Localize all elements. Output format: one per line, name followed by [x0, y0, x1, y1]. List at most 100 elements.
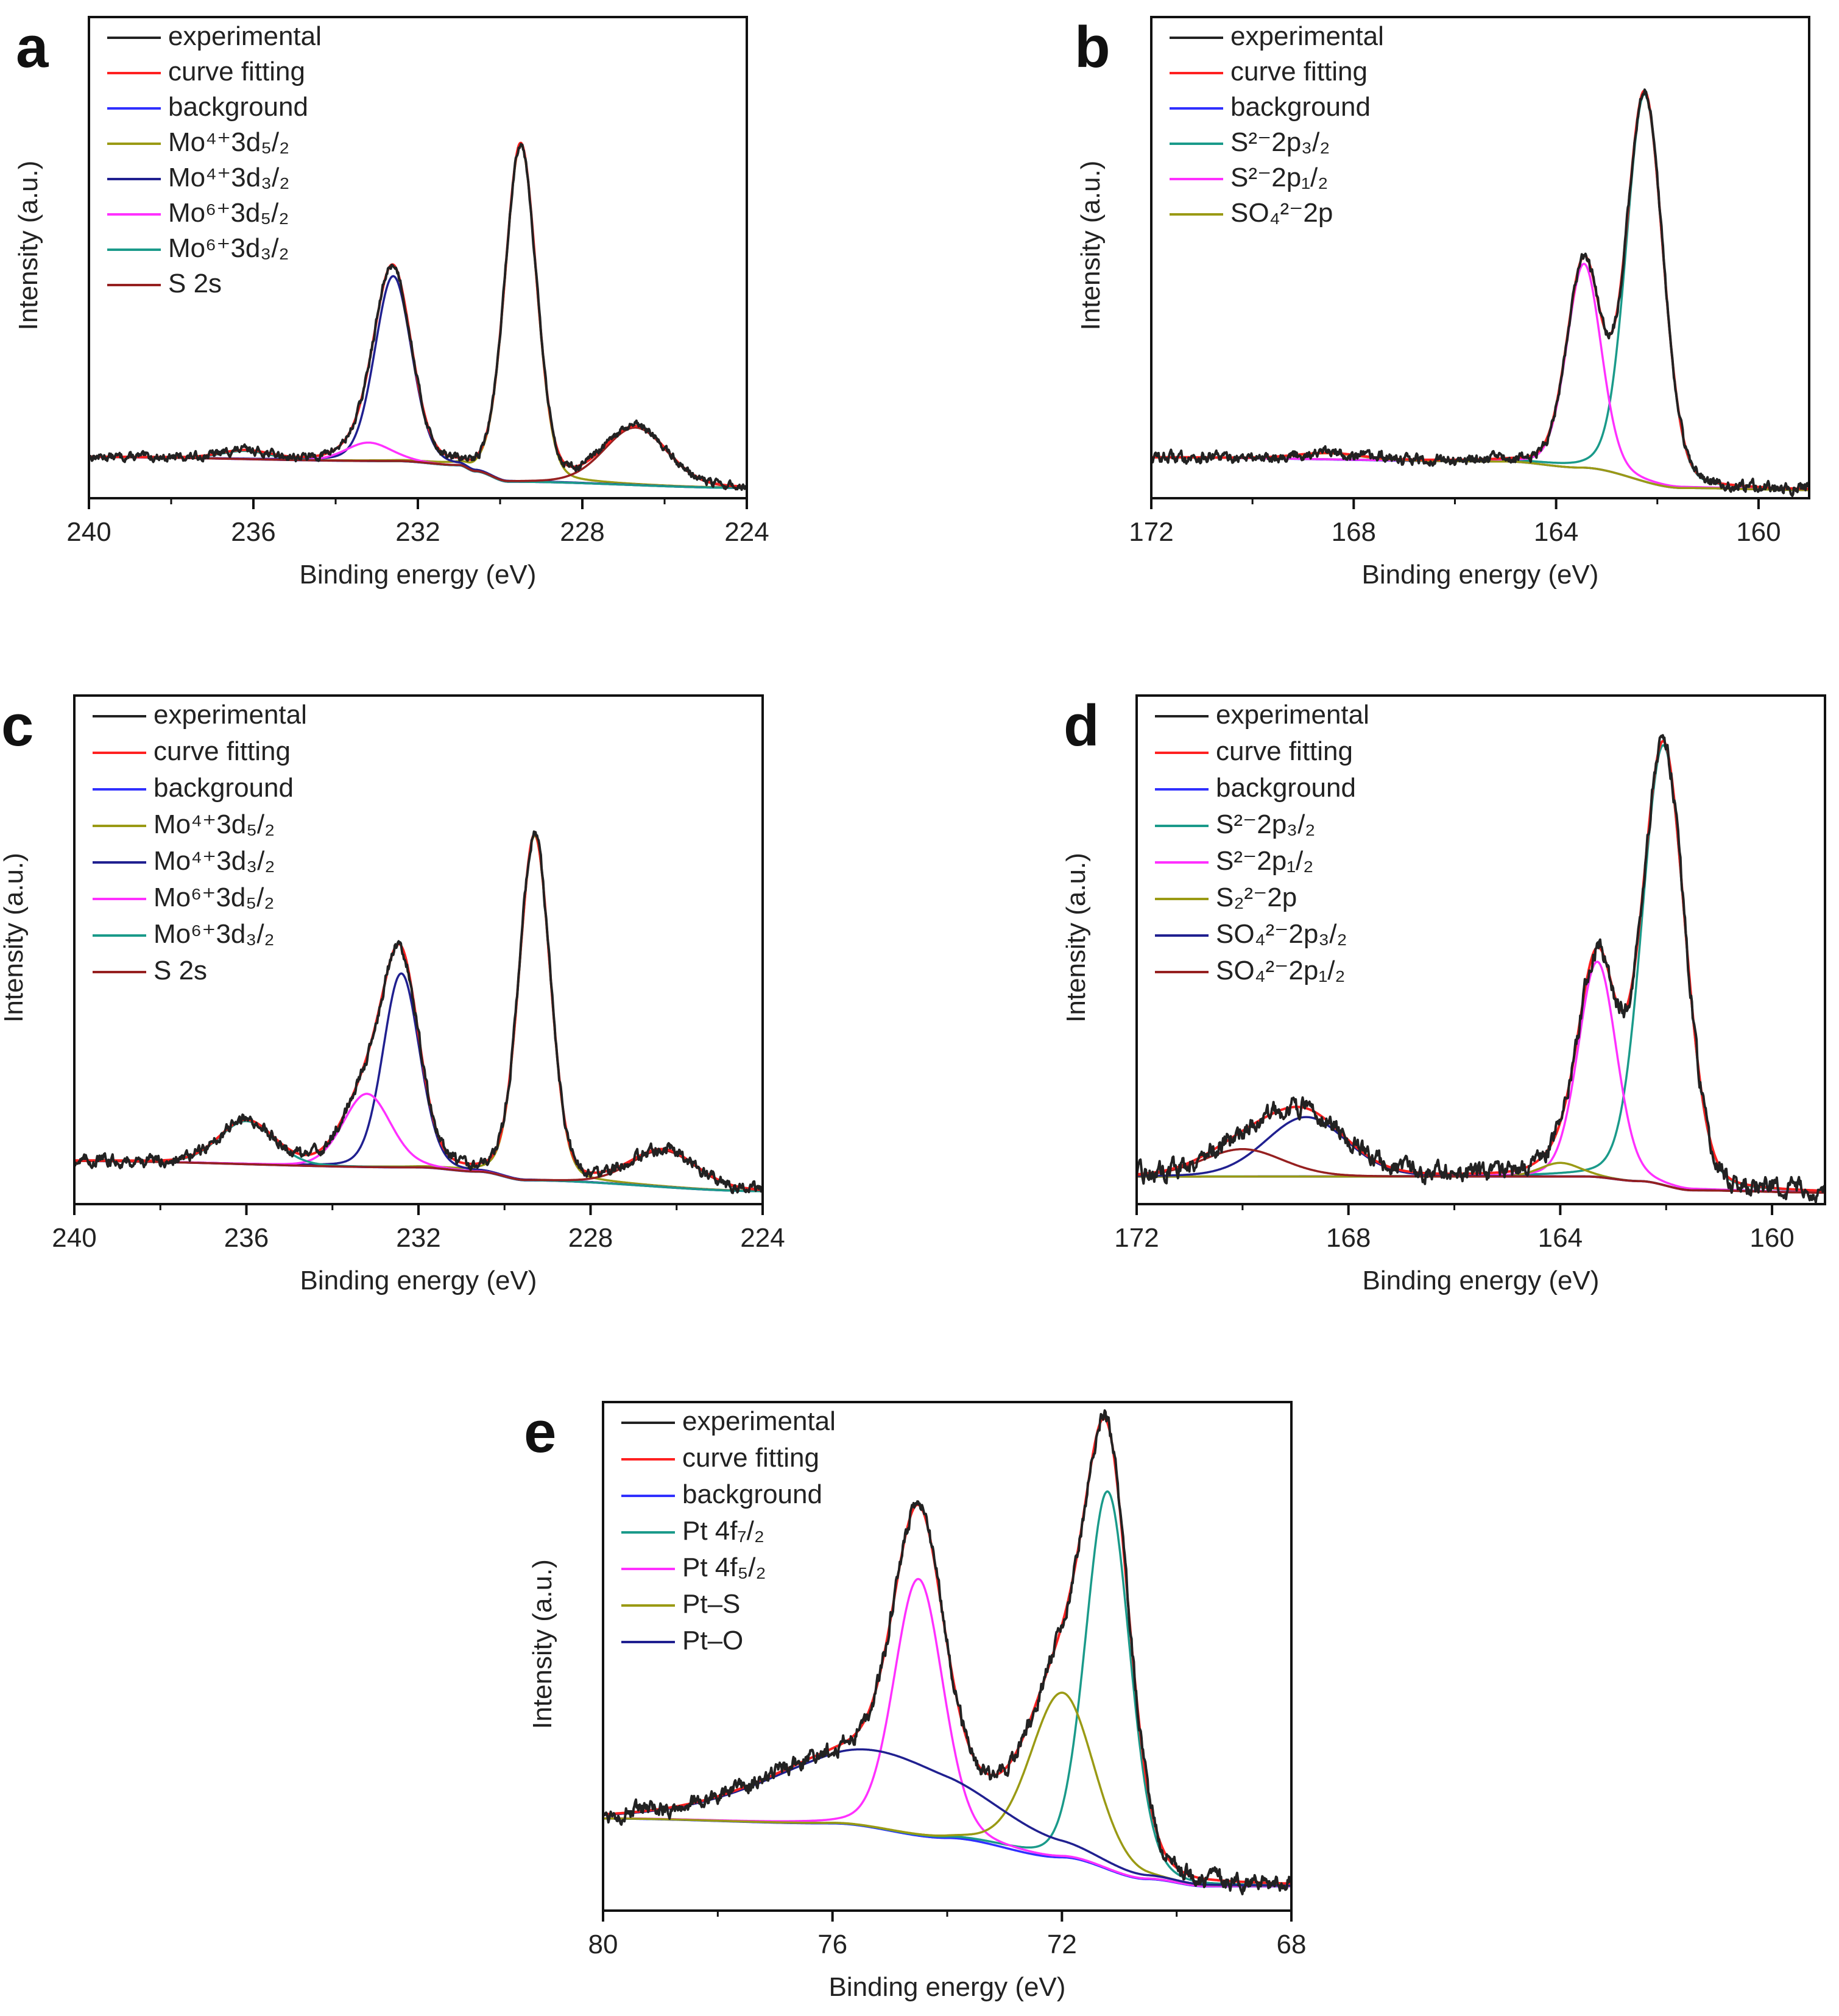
x-tick-label: 228	[560, 517, 604, 547]
legend-entry: Mo⁶⁺3d₅/₂	[154, 883, 274, 912]
y-axis-label: Intensity (a.u.)	[0, 853, 29, 1023]
legend-entry: experimental	[168, 21, 322, 51]
legend-entry: S₂²⁻2p	[1216, 883, 1297, 912]
legend-entry: S²⁻2p₁/₂	[1216, 846, 1313, 876]
x-tick-label: 76	[817, 1930, 847, 1959]
legend-entry: SO₄²⁻2p	[1230, 198, 1333, 228]
x-axis-label: Binding energy (eV)	[300, 1266, 537, 1295]
legend-entry: Mo⁶⁺3d₃/₂	[168, 233, 289, 263]
x-tick-label: 168	[1326, 1223, 1371, 1253]
legend-entry: curve fitting	[168, 57, 305, 86]
legend-entry: background	[1230, 92, 1371, 122]
series-line-so-2p	[1138, 1147, 1824, 1194]
series-line-pt-s	[604, 1691, 1290, 1887]
series-line-pt-4f	[604, 1490, 1290, 1887]
series-line-experimental	[1152, 88, 1808, 497]
x-tick-label: 232	[396, 1223, 440, 1253]
x-tick-label: 160	[1749, 1223, 1794, 1253]
legend-entry: Mo⁴⁺3d₃/₂	[154, 846, 275, 876]
legend-entry: Mo⁴⁺3d₅/₂	[154, 809, 275, 839]
x-tick-label: 240	[52, 1223, 96, 1253]
curves	[604, 1409, 1290, 1895]
x-tick-label: 160	[1736, 517, 1781, 547]
x-axis-label: Binding energy (eV)	[1362, 560, 1599, 590]
legend-entry: Pt 4f₅/₂	[682, 1553, 766, 1582]
legend-entry: Mo⁴⁺3d₅/₂	[168, 127, 289, 157]
series-line-mo-3d	[90, 143, 746, 489]
legend-entry: Mo⁶⁺3d₅/₂	[168, 198, 289, 228]
legend-entry: Mo⁶⁺3d₃/₂	[154, 919, 275, 949]
panel-label: b	[1075, 15, 1110, 80]
legend-entry: experimental	[682, 1406, 836, 1436]
legend-entry: curve fitting	[1216, 736, 1353, 766]
legend-entry: Pt–O	[682, 1626, 743, 1655]
x-tick-label: 80	[588, 1930, 618, 1959]
x-tick-label: 228	[568, 1223, 613, 1253]
legend-entry: background	[682, 1479, 822, 1509]
xps-panel-a: a 240 236 232 228 224 Binding energy (eV) Inten…	[13, 15, 769, 590]
legend-entry: experimental	[1216, 700, 1369, 730]
x-tick-label: 232	[395, 517, 440, 547]
legend-entry: Pt–S	[682, 1589, 740, 1619]
legend-entry: S²⁻2p₃/₂	[1216, 809, 1315, 839]
x-tick-label: 72	[1047, 1930, 1077, 1959]
x-tick-label: 240	[66, 517, 111, 547]
y-axis-label: Intensity (a.u.)	[1076, 161, 1106, 331]
plot-frame	[1135, 694, 1826, 1205]
legend-entry: curve fitting	[682, 1443, 819, 1473]
legend-entry: S²⁻2p₃/₂	[1230, 127, 1330, 157]
series-line-experimental	[76, 830, 761, 1194]
xps-panel-b: b 172 168 164 160 Binding energy (eV) Intensit…	[1075, 15, 1810, 590]
x-tick-label: 168	[1332, 517, 1376, 547]
legend-entry: SO₄²⁻2p₃/₂	[1216, 919, 1347, 949]
legend-entry: experimental	[1230, 21, 1384, 51]
x-tick-label: 224	[740, 1223, 785, 1253]
x-tick-label: 236	[231, 517, 275, 547]
y-axis-label: Intensity (a.u.)	[13, 161, 43, 331]
legend-entry: background	[154, 773, 294, 803]
xps-panel-d: d 172 168 164 160 Binding energy (eV) Intensit…	[1061, 693, 1826, 1295]
legend-entry: curve fitting	[154, 736, 291, 766]
series-line-s-2s	[76, 1149, 761, 1191]
panel-label: d	[1064, 693, 1100, 758]
curves	[90, 141, 746, 491]
curves	[1152, 88, 1808, 497]
series-line-mo-3d	[90, 441, 746, 489]
panel-label: c	[1, 693, 34, 758]
series-line-experimental	[90, 143, 746, 491]
legend-entry: background	[1216, 773, 1356, 803]
panel-label: e	[524, 1400, 556, 1465]
plot-frame	[73, 694, 764, 1205]
legend-entry: S²⁻2p₁/₂	[1230, 163, 1328, 192]
series-line-mo-3d	[76, 1120, 761, 1193]
series-line-experimental	[604, 1409, 1290, 1895]
series-line-s-2p	[1138, 960, 1824, 1194]
x-tick-label: 236	[224, 1223, 269, 1253]
series-line-experimental	[1138, 734, 1824, 1203]
plot-frame	[1150, 16, 1810, 499]
y-axis-label: Intensity (a.u.)	[528, 1559, 557, 1729]
x-axis-label: Binding energy (eV)	[829, 1972, 1066, 2002]
x-tick-label: 164	[1538, 1223, 1583, 1253]
x-axis-label: Binding energy (eV)	[300, 560, 537, 590]
series-line-pt-o	[604, 1748, 1290, 1887]
legend-entry: background	[168, 92, 308, 122]
legend-entry: S 2s	[154, 956, 207, 985]
curves	[76, 830, 761, 1194]
curves	[1138, 734, 1824, 1203]
x-tick-label: 224	[724, 517, 769, 547]
panel-label: a	[16, 15, 49, 80]
legend-entry: curve fitting	[1230, 57, 1368, 86]
xps-panel-e: e 80 76 72 68 Binding energy (eV) Intensity (a…	[524, 1400, 1306, 2002]
series-line-curve-fitting	[90, 141, 746, 488]
x-tick-label: 68	[1277, 1930, 1307, 1959]
y-axis-label: Intensity (a.u.)	[1061, 853, 1091, 1023]
legend-entry: SO₄²⁻2p₁/₂	[1216, 956, 1346, 985]
legend-entry: Pt 4f₇/₂	[682, 1516, 764, 1546]
series-line-mo-3d	[76, 1093, 761, 1193]
legend-entry: S 2s	[168, 269, 222, 298]
x-tick-label: 172	[1129, 517, 1173, 547]
xps-panel-c: c 240 236 232 228 224 Binding energy (eV) Inten…	[0, 693, 785, 1295]
legend-entry: experimental	[154, 700, 307, 730]
